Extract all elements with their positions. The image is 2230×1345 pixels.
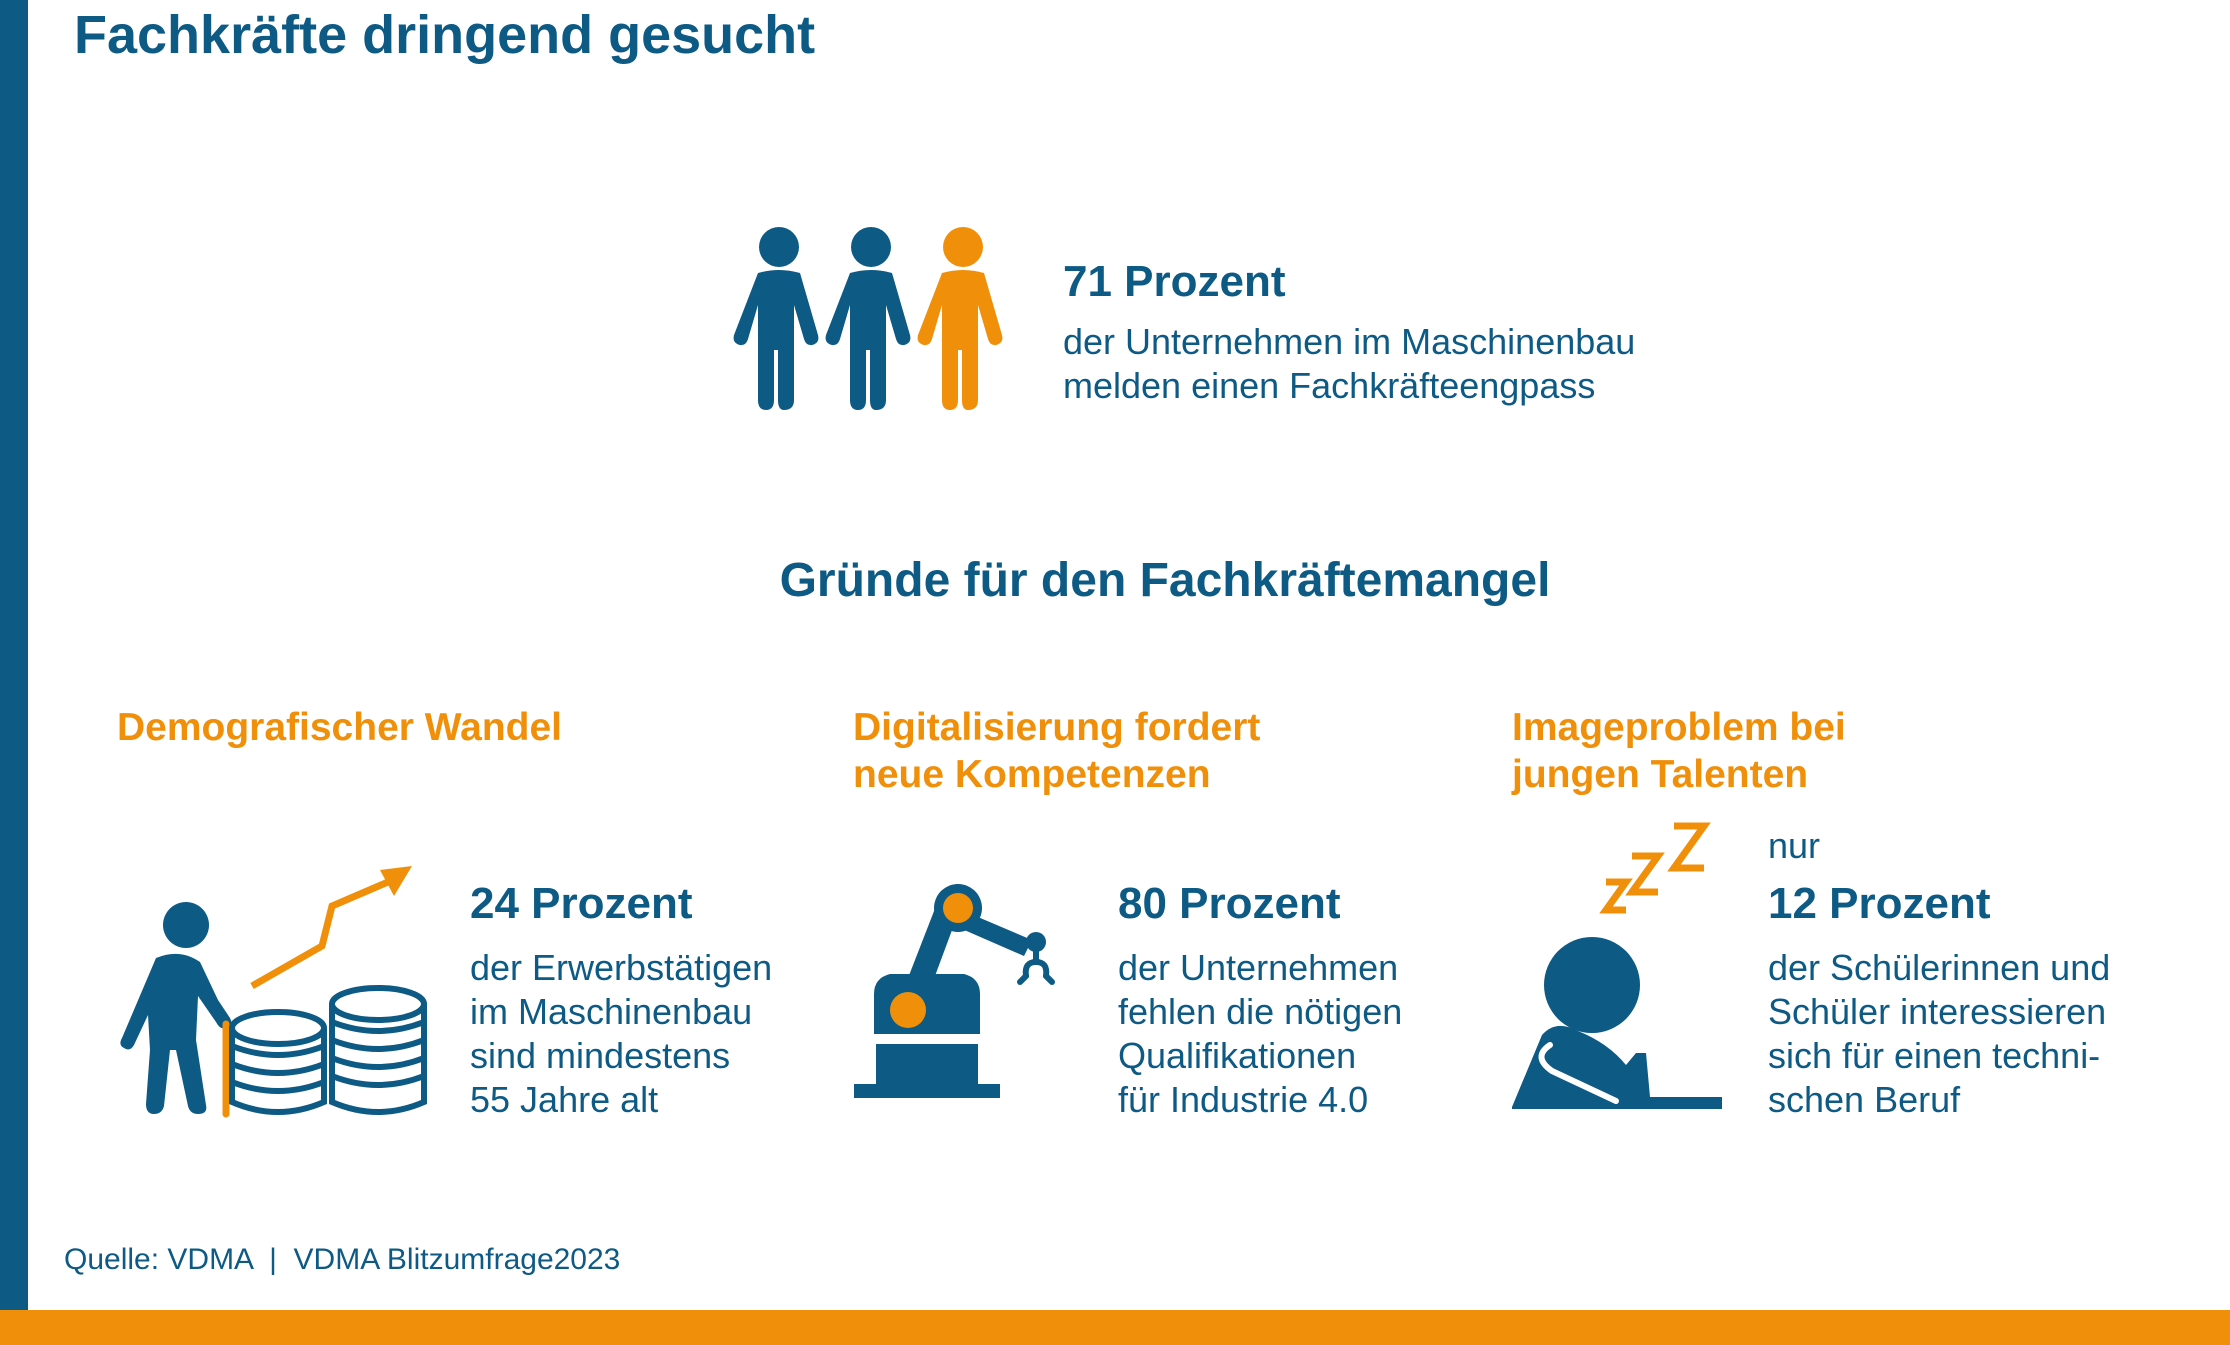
senior-with-cane-icon	[120, 902, 232, 1118]
robot-arm-icon	[854, 884, 1055, 1098]
source-note: Quelle: VDMA | VDMA Blitzumfrage2023	[64, 1243, 621, 1276]
top-stat-line1: der Unternehmen im Maschinenbau	[1063, 321, 1636, 362]
reason-3-line1: der Schülerinnen und	[1768, 947, 2111, 988]
left-accent-bar	[0, 0, 28, 1310]
zzz-icon	[1599, 822, 1711, 914]
rising-arrow-icon	[250, 866, 412, 990]
reason-3-line3: sich für einen techni-	[1768, 1035, 2101, 1076]
page-title: Fachkräfte dringend gesucht	[74, 5, 816, 65]
reason-2-line1: der Unternehmen	[1118, 947, 1399, 988]
reason-3-line4: schen Beruf	[1768, 1079, 1961, 1120]
top-stat-line2: melden einen Fachkräfteengpass	[1063, 365, 1596, 406]
reason-1-heading: Demografischer Wandel	[117, 706, 562, 749]
reason-3-heading-line1: Imageproblem bei	[1512, 706, 1846, 749]
reason-3-line2: Schüler interessieren	[1768, 991, 2107, 1032]
reason-2-headline: 80 Prozent	[1118, 879, 1341, 928]
reason-1-headline: 24 Prozent	[470, 879, 693, 928]
reason-3-prefix: nur	[1768, 825, 1821, 866]
reason-3-heading-line2: jungen Talenten	[1512, 753, 1809, 796]
top-stat-headline: 71 Prozent	[1063, 257, 1286, 306]
reason-1-line4: 55 Jahre alt	[470, 1079, 659, 1120]
reason-2-line4: für Industrie 4.0	[1118, 1079, 1369, 1120]
section-heading: Gründe für den Fachkräftemangel	[779, 554, 1551, 607]
coins-stack-icon	[229, 985, 427, 1115]
sleeping-person-icon	[1512, 937, 1722, 1109]
reason-2-line3: Qualifikationen	[1118, 1035, 1357, 1076]
reason-1-line3: sind mindestens	[470, 1035, 731, 1076]
reason-3-headline: 12 Prozent	[1768, 879, 1991, 928]
reason-2-heading-line1: Digitalisierung fordert	[853, 706, 1261, 749]
people-icon	[733, 227, 1003, 410]
reason-1-line1: der Erwerbstätigen	[470, 947, 773, 988]
reason-2-line2: fehlen die nötigen	[1118, 991, 1403, 1032]
reason-2-heading-line2: neue Kompetenzen	[853, 753, 1211, 796]
bottom-accent-bar	[0, 1310, 2230, 1345]
reason-1-line2: im Maschinenbau	[470, 991, 753, 1032]
